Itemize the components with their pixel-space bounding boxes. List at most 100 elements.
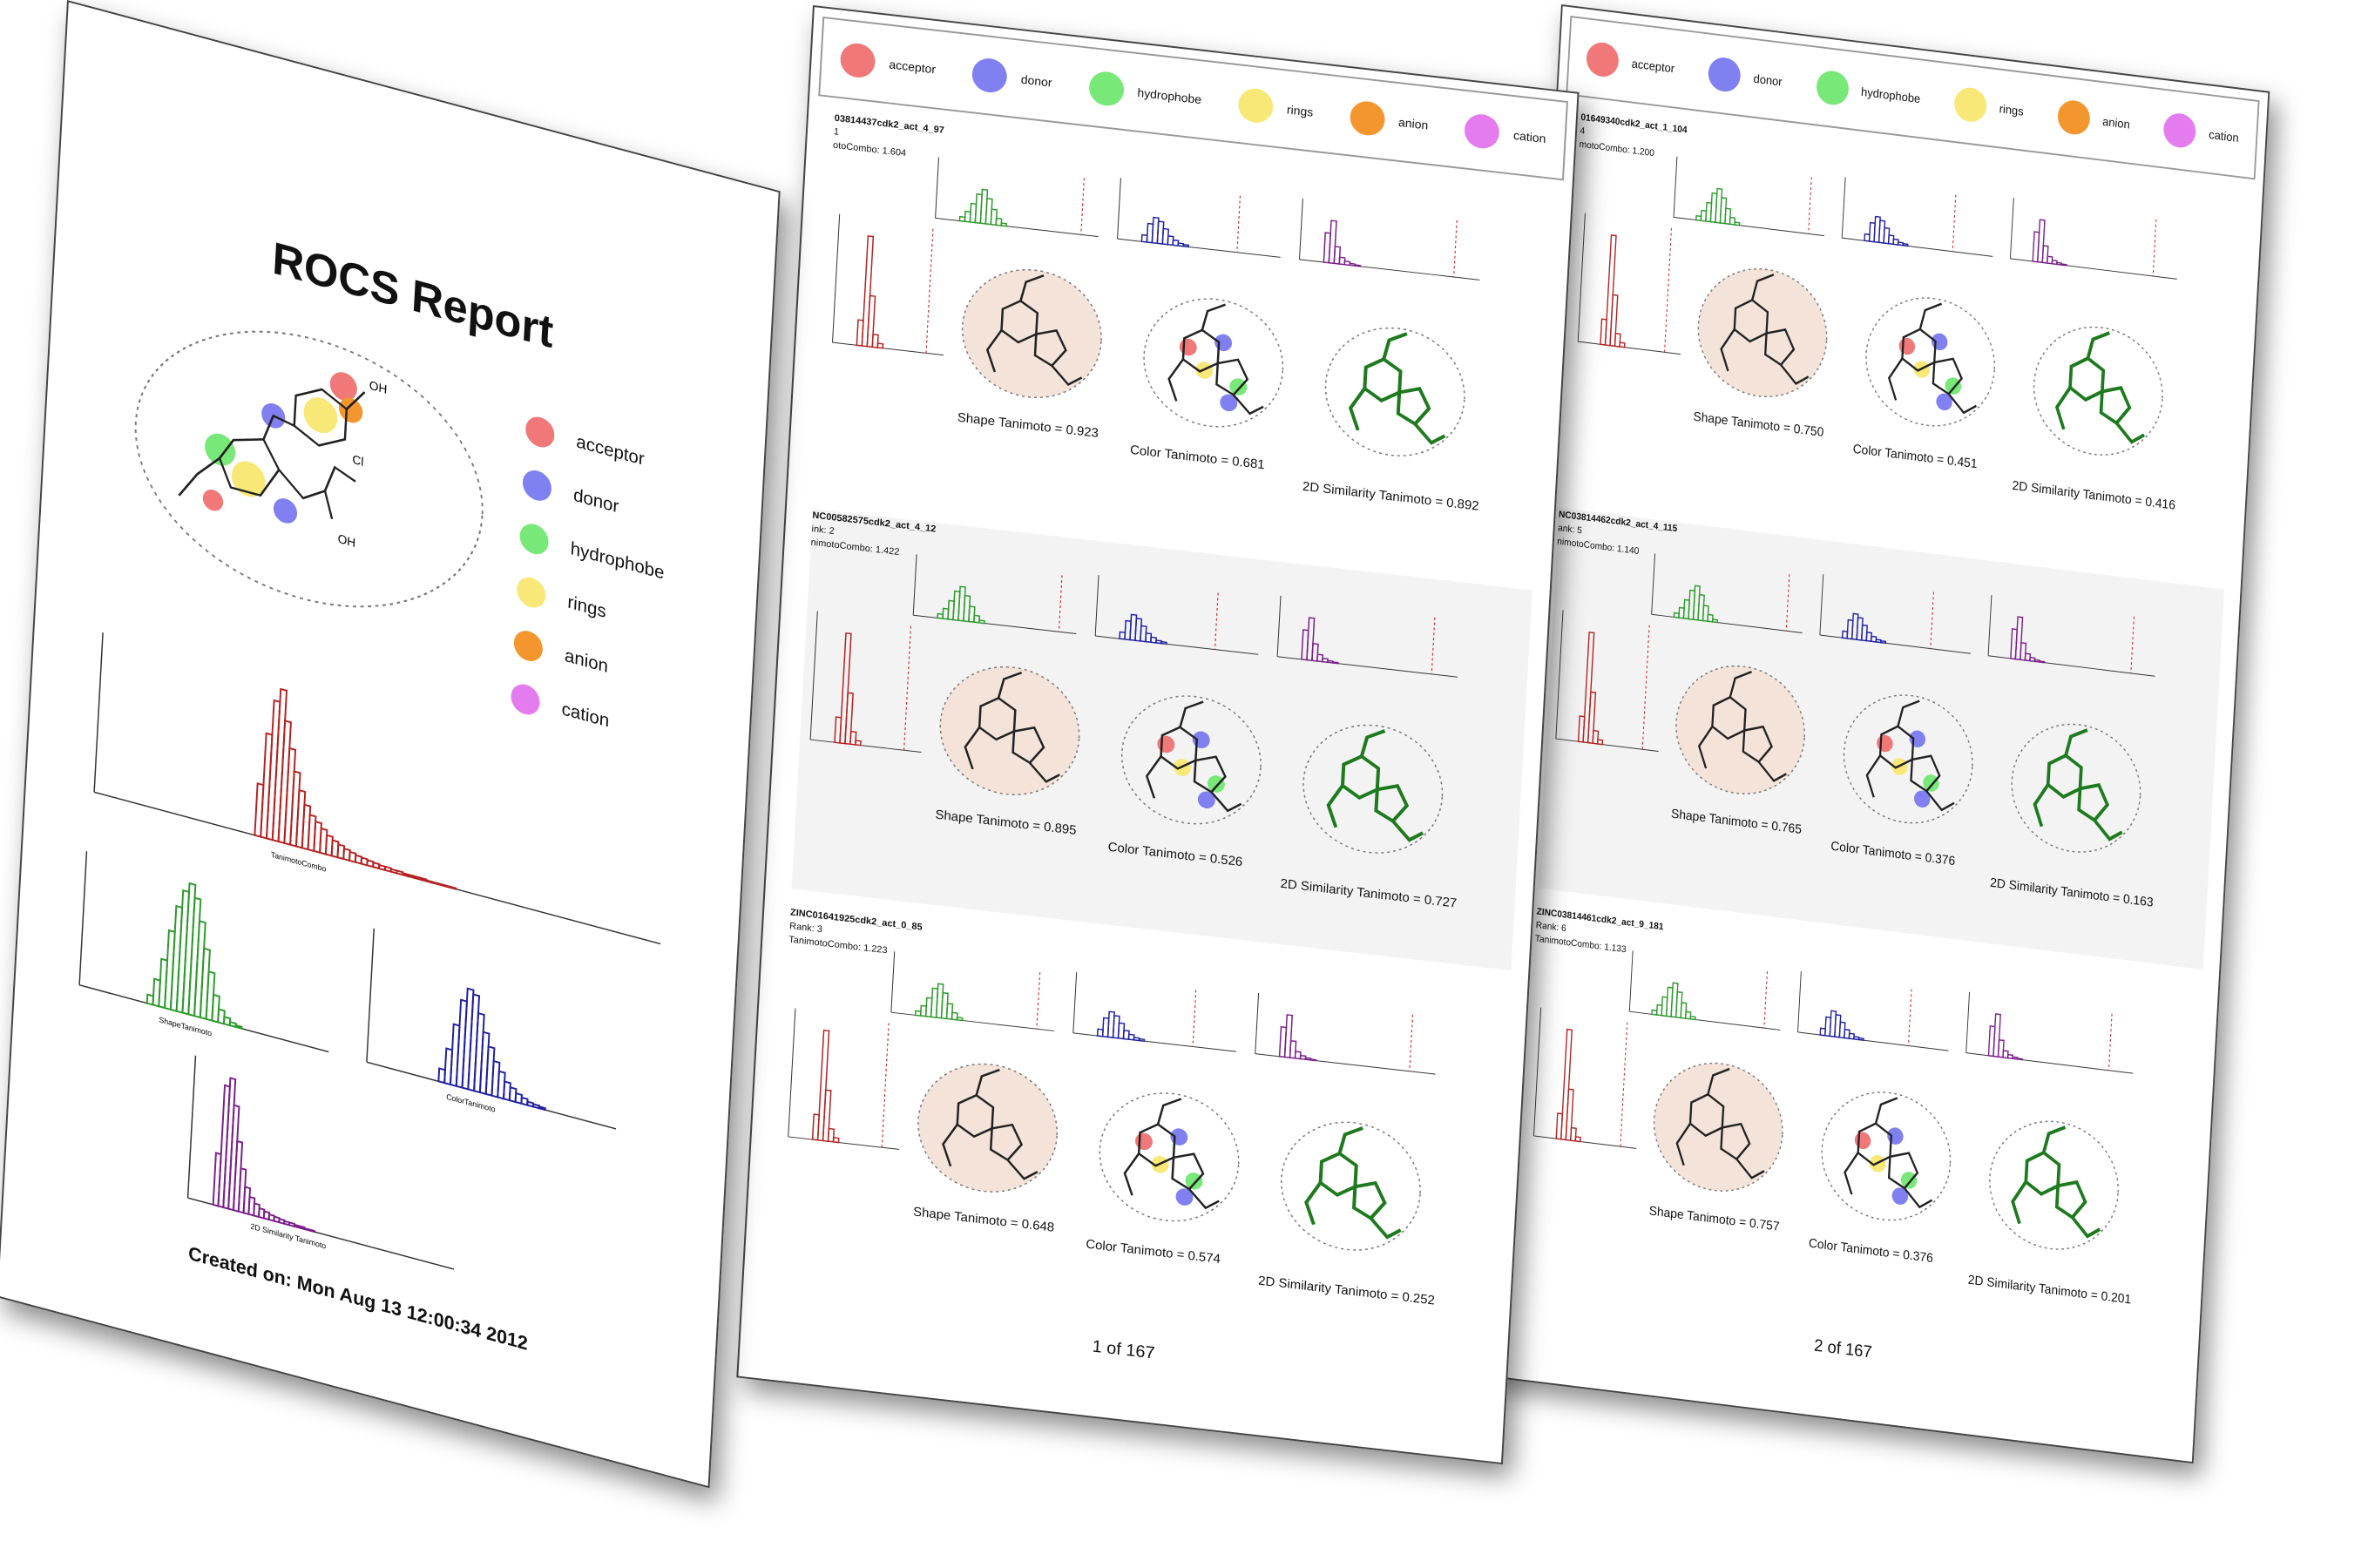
histogram-bar xyxy=(283,747,297,846)
histogram-bar xyxy=(822,1089,832,1142)
histogram-bar xyxy=(1177,242,1185,247)
histogram-bar xyxy=(1902,242,1909,247)
result-block: 01649340cdk2_act_1_104 4 motoCombo: 1.200 S… xyxy=(1560,111,2247,572)
anion-swatch-icon xyxy=(2056,98,2091,137)
histogram-bar xyxy=(1684,1010,1692,1020)
result-meta: 03814437cdk2_act_4_97 1 otoCombo: 1.604 xyxy=(833,112,945,165)
color-tanimoto-score: Color Tanimoto = 0.526 xyxy=(1107,840,1243,870)
legend-label: acceptor xyxy=(575,431,646,470)
histogram-bar xyxy=(234,1024,243,1030)
histogram-xlabel: TanimotoCombo xyxy=(271,850,327,874)
histogram-bar xyxy=(1182,243,1190,248)
shape-histogram xyxy=(1651,553,1803,634)
molecule-bonds xyxy=(178,388,366,519)
rings-swatch-icon xyxy=(516,573,547,612)
acceptor-feature xyxy=(202,489,224,511)
histogram-bar xyxy=(1997,1038,2005,1058)
legend-label: anion xyxy=(564,645,609,678)
histogram-bar xyxy=(1565,1088,1574,1141)
result-meta: 01649340cdk2_act_1_104 4 motoCombo: 1.200 xyxy=(1579,111,1688,165)
molecule-2d xyxy=(1324,327,1465,456)
histogram-bar xyxy=(1702,605,1709,623)
cation-swatch-icon xyxy=(1464,112,1501,151)
color-overlay xyxy=(1865,297,1996,427)
histogram-bar xyxy=(449,885,457,890)
histogram-bar xyxy=(1327,659,1334,664)
color-histogram xyxy=(1797,971,1949,1051)
color-tanimoto-score: Color Tanimoto = 0.681 xyxy=(1129,443,1266,473)
shape-overlay xyxy=(1675,665,1805,794)
histogram-bar xyxy=(1582,631,1595,744)
shape-overlay xyxy=(1697,267,1828,398)
color-overlay xyxy=(1843,694,1973,824)
rings-swatch-icon xyxy=(1237,86,1275,125)
histogram-bar xyxy=(1328,220,1337,265)
legend-item-anion: anion xyxy=(1349,99,1429,142)
histogram-bar xyxy=(1596,739,1604,746)
histogram-bar xyxy=(1133,1037,1140,1042)
histogram-bar xyxy=(849,730,857,746)
legend-item-acceptor: acceptor xyxy=(1586,40,1675,85)
cation-swatch-icon xyxy=(510,680,541,719)
histogram-bar xyxy=(1160,640,1167,645)
hydrophobe-swatch-icon xyxy=(518,520,550,558)
acceptor-swatch-icon xyxy=(1586,40,1620,79)
acceptor-swatch-icon xyxy=(839,41,876,80)
molecule-2d xyxy=(2011,723,2141,853)
legend-label: hydrophobe xyxy=(570,538,666,584)
histogram-xlabel: 2D Similarity Tanimoto xyxy=(250,1222,326,1251)
histogram-bar xyxy=(1304,1057,1312,1061)
legend-label: hydrophobe xyxy=(1137,85,1202,107)
histogram-bar xyxy=(1332,661,1339,665)
legend-label: donor xyxy=(1753,71,1783,89)
histogram-bar xyxy=(443,883,451,889)
color-histogram xyxy=(1841,177,1993,257)
shape-histogram xyxy=(935,157,1099,238)
histogram-bar xyxy=(2060,263,2067,267)
histogram-bar xyxy=(1559,1028,1573,1141)
atom-label-oh: OH xyxy=(337,531,355,550)
color-overlay xyxy=(1821,1092,1952,1221)
results-page-1: acceptor donor hydrophobe rings anion cation 0… xyxy=(736,5,1580,1465)
histogram-bar xyxy=(1880,639,1887,645)
histogram-bar xyxy=(1875,639,1882,644)
molecule-2d xyxy=(1302,724,1444,854)
anion-swatch-icon xyxy=(512,627,544,665)
legend-label: rings xyxy=(1999,101,2025,118)
histogram-bar xyxy=(1283,1014,1294,1058)
shape-histogram xyxy=(1673,156,1825,237)
histogram-bar xyxy=(2033,659,2040,663)
shape-histogram xyxy=(1628,950,1781,1031)
combo-histogram xyxy=(1577,213,1681,355)
histogram-bar xyxy=(1857,1037,1864,1041)
histogram-bar xyxy=(876,342,884,349)
histogram-bar xyxy=(1354,264,1361,267)
donor-feature xyxy=(273,498,298,524)
legend-label: rings xyxy=(566,591,607,623)
histogram-bar xyxy=(1570,1126,1577,1142)
combo-histogram xyxy=(788,1008,900,1150)
donor-swatch-icon xyxy=(522,467,552,504)
histogram-bar xyxy=(2056,261,2063,266)
result-block: ZINC01641925cdk2_act_0_85 Rank: 3 Tanimoto… xyxy=(769,906,1510,1368)
histogram-bar xyxy=(308,1228,316,1233)
similarity-tanimoto-score: 2D Similarity Tanimoto = 0.201 xyxy=(1967,1272,2132,1308)
histogram-bar xyxy=(945,1003,954,1020)
histogram-bar xyxy=(260,732,274,840)
color-tanimoto-score: Color Tanimoto = 0.376 xyxy=(1808,1235,1934,1266)
legend-item-rings: rings xyxy=(1953,85,2025,129)
shape-histogram xyxy=(912,554,1077,635)
anion-feature xyxy=(339,397,363,423)
histogram-bar xyxy=(1734,221,1741,226)
legend-item-hydrophobe: hydrophobe xyxy=(1815,69,1922,115)
histogram-bar xyxy=(968,605,976,624)
result-block: 03814437cdk2_act_4_97 1 otoCombo: 1.604 Sha… xyxy=(814,112,1554,573)
similarity-histogram xyxy=(1255,992,1436,1075)
legend-item-donor: donor xyxy=(522,467,668,535)
legend-label: cation xyxy=(561,699,610,732)
histogram-bar xyxy=(461,987,475,1091)
histogram-bar xyxy=(1155,639,1162,645)
similarity-tanimoto-score: 2D Similarity Tanimoto = 0.892 xyxy=(1302,479,1480,514)
atom-label-cl: Cl xyxy=(352,452,364,469)
donor-swatch-icon xyxy=(971,56,1009,95)
